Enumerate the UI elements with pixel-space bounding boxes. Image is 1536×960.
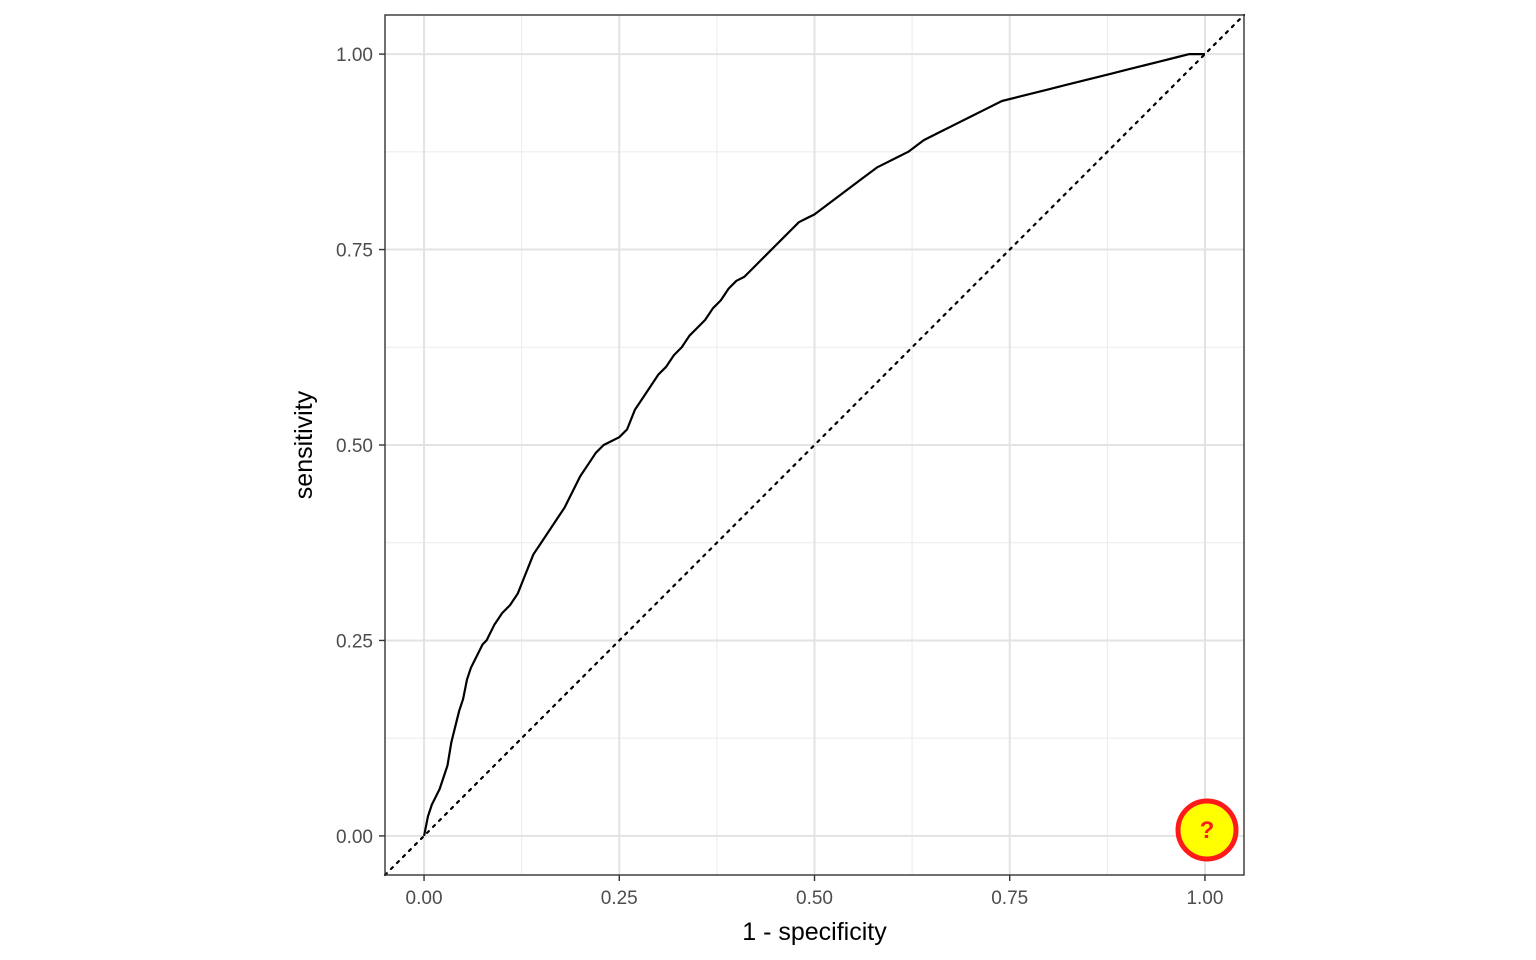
grid-lines bbox=[385, 15, 1244, 875]
help-icon[interactable] bbox=[1175, 798, 1239, 862]
x-tick-label: 0.75 bbox=[991, 888, 1028, 909]
x-axis-title: 1 - specificity bbox=[742, 918, 887, 946]
x-tick-label: 0.00 bbox=[406, 888, 443, 909]
x-tick-label: 0.50 bbox=[796, 888, 833, 909]
x-tick-label: 1.00 bbox=[1186, 888, 1223, 909]
y-tick-label: 1.00 bbox=[336, 45, 373, 66]
y-tick-label: 0.25 bbox=[336, 631, 373, 652]
reference-diagonal-line bbox=[383, 13, 1246, 877]
x-tick-labels: 0.00 0.25 0.50 0.75 1.00 bbox=[406, 888, 1224, 909]
series-layer bbox=[383, 13, 1246, 877]
help-symbol: ? bbox=[1200, 817, 1215, 844]
y-axis-title: sensitivity bbox=[290, 390, 318, 499]
help-button[interactable]: ? bbox=[1175, 798, 1239, 862]
y-tick-label: 0.00 bbox=[336, 827, 373, 848]
y-tick-label: 0.50 bbox=[336, 436, 373, 457]
axis-ticks bbox=[379, 53, 1206, 881]
x-tick-label: 0.25 bbox=[601, 888, 638, 909]
roc-curve-line bbox=[422, 52, 1205, 837]
y-tick-labels: 0.00 0.25 0.50 0.75 1.00 bbox=[336, 45, 373, 848]
y-tick-label: 0.75 bbox=[336, 241, 373, 262]
